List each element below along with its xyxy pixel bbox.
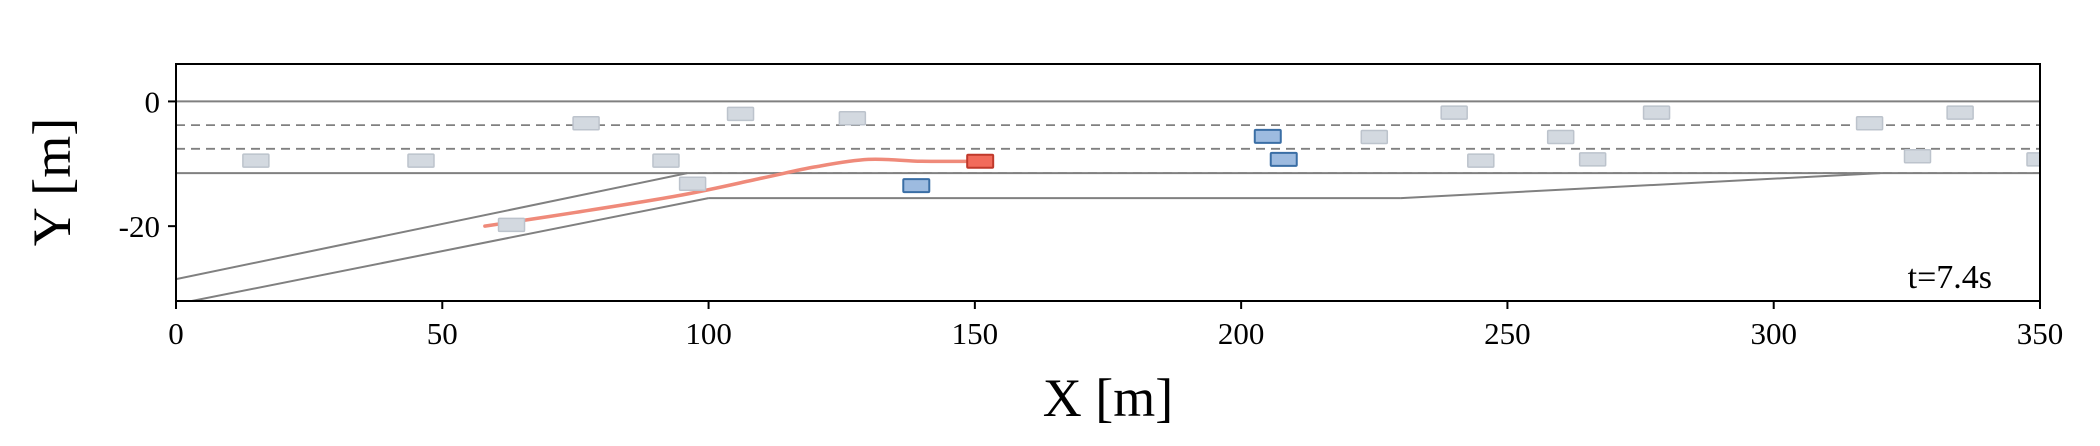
plot-frame	[175, 63, 2041, 302]
x-tick-label: 350	[2017, 316, 2064, 351]
x-tick-label: 0	[168, 316, 184, 351]
x-tick-label: 300	[1750, 316, 1797, 351]
x-tick-label: 250	[1484, 316, 1531, 351]
background-vehicle	[652, 153, 680, 168]
background-vehicle	[678, 176, 707, 191]
interacting-vehicle	[902, 178, 931, 194]
vehicles-layer	[242, 105, 2040, 233]
background-vehicle	[407, 153, 435, 168]
background-vehicle	[572, 116, 600, 131]
background-vehicle	[1546, 129, 1575, 145]
time-annotation: t=7.4s	[1908, 259, 1992, 296]
background-vehicle	[242, 153, 270, 168]
plot-area	[176, 100, 2040, 301]
road-lines	[176, 100, 2040, 301]
background-vehicle	[1360, 129, 1389, 145]
x-ticks: 0 50 100 150 200 250 300 350	[168, 301, 2063, 351]
y-ticks: 0 -20	[119, 84, 176, 244]
y-tick-label: 0	[145, 84, 161, 119]
x-tick-label: 200	[1218, 316, 1265, 351]
x-tick-label: 100	[685, 316, 732, 351]
background-vehicle	[1578, 152, 1607, 167]
interacting-vehicle	[1253, 128, 1282, 144]
y-tick-label: -20	[119, 209, 160, 244]
ego-trajectory-line	[483, 157, 982, 228]
background-vehicle	[726, 106, 755, 122]
road-edge-line	[176, 172, 688, 281]
y-axis-label: Y [m]	[22, 118, 82, 246]
background-vehicle	[1440, 105, 1468, 120]
ego-vehicle	[966, 153, 995, 169]
interacting-vehicle	[1269, 151, 1298, 167]
background-vehicle	[1642, 105, 1671, 120]
background-vehicle	[838, 111, 867, 126]
background-vehicle	[1467, 153, 1495, 168]
background-vehicle	[497, 217, 526, 233]
x-axis-label: X [m]	[1043, 368, 1173, 428]
x-tick-label: 150	[952, 316, 999, 351]
road-edge-line	[1400, 172, 1881, 200]
trajectory-layer	[483, 157, 982, 228]
background-vehicle	[1946, 105, 1974, 120]
background-vehicle	[2026, 152, 2040, 167]
background-vehicle	[1903, 149, 1932, 164]
x-tick-label: 50	[427, 316, 458, 351]
road-edge-line	[186, 197, 709, 301]
background-vehicle	[1855, 116, 1884, 131]
